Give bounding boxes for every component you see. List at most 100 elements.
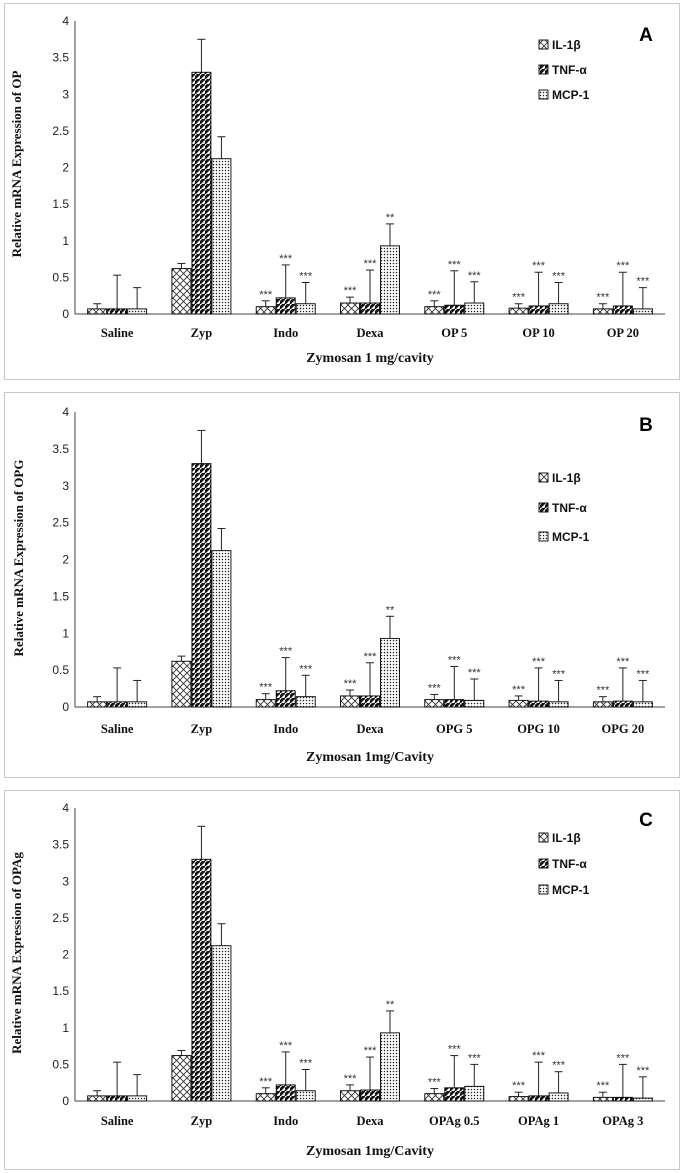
bar bbox=[380, 1032, 400, 1102]
significance-label: *** bbox=[299, 1058, 313, 1070]
y-tick-label: 4 bbox=[62, 14, 69, 28]
y-tick-label: 2 bbox=[62, 161, 69, 175]
bar bbox=[632, 701, 653, 708]
significance-label: *** bbox=[344, 678, 358, 690]
legend-label: TNF-α bbox=[552, 501, 587, 515]
category-label: Zyp bbox=[191, 326, 213, 340]
legend-swatch bbox=[538, 39, 549, 50]
bar bbox=[275, 1084, 296, 1102]
significance-label: *** bbox=[428, 682, 442, 694]
legend-swatch bbox=[538, 531, 549, 542]
legend-label: MCP-1 bbox=[552, 883, 590, 897]
category-label: Indo bbox=[273, 1114, 298, 1128]
bar bbox=[275, 297, 296, 315]
bar bbox=[528, 700, 549, 708]
legend-label: TNF-α bbox=[552, 857, 587, 871]
bar bbox=[360, 302, 380, 315]
bar bbox=[127, 701, 148, 708]
bar bbox=[171, 1055, 192, 1102]
y-tick-label: 2.5 bbox=[52, 124, 69, 138]
significance-label: *** bbox=[364, 258, 378, 270]
y-tick-label: 0 bbox=[62, 700, 69, 714]
significance-label: *** bbox=[616, 656, 630, 668]
y-tick-label: 4 bbox=[62, 801, 69, 815]
bar bbox=[107, 1095, 128, 1102]
bar bbox=[464, 1085, 485, 1102]
significance-label: *** bbox=[468, 1052, 482, 1064]
bar bbox=[612, 305, 633, 315]
legend-swatch bbox=[538, 64, 549, 75]
bar bbox=[548, 1092, 569, 1102]
legend-label: MCP-1 bbox=[552, 88, 590, 102]
significance-label: *** bbox=[532, 1050, 546, 1062]
significance-label: *** bbox=[512, 292, 526, 304]
panel-b: 0 0.5 1 1.5 2 2.5 3 3.5 4 Saline Zyp *** *** *** Indo *… bbox=[4, 392, 680, 778]
bar bbox=[632, 308, 653, 315]
panel-c: 0 0.5 1 1.5 2 2.5 3 3.5 4 Saline Zyp *** *** *** Indo *… bbox=[4, 790, 680, 1170]
category-label: Indo bbox=[273, 326, 298, 340]
y-tick-label: 3 bbox=[62, 479, 69, 493]
bar bbox=[508, 1096, 529, 1102]
bar bbox=[548, 701, 569, 708]
significance-label: *** bbox=[279, 646, 293, 658]
significance-label: *** bbox=[279, 253, 293, 265]
bar bbox=[87, 308, 108, 315]
bar bbox=[295, 1090, 316, 1102]
significance-label: *** bbox=[532, 260, 546, 272]
bar bbox=[528, 1095, 549, 1102]
legend-label: TNF-α bbox=[552, 63, 587, 77]
category-label: OPAg 3 bbox=[602, 1114, 643, 1128]
legend-label: IL-1β bbox=[552, 471, 581, 485]
significance-label: *** bbox=[636, 668, 650, 680]
significance-label: *** bbox=[364, 651, 378, 663]
y-tick-label: 1.5 bbox=[52, 197, 69, 211]
significance-label: *** bbox=[259, 289, 273, 301]
significance-label: *** bbox=[344, 1073, 358, 1085]
bar bbox=[592, 701, 613, 708]
category-label: Saline bbox=[101, 722, 134, 736]
panel-label: C bbox=[639, 810, 653, 831]
category-label: Dexa bbox=[356, 1114, 384, 1128]
category-label: Dexa bbox=[356, 326, 384, 340]
bar bbox=[340, 1090, 360, 1102]
bar bbox=[444, 1087, 465, 1102]
y-tick-label: 3 bbox=[62, 874, 69, 888]
legend-swatch bbox=[538, 858, 549, 869]
bar bbox=[592, 1096, 613, 1102]
bar bbox=[528, 305, 549, 315]
x-axis-title: Zymosan 1mg/Cavity bbox=[306, 750, 434, 765]
y-tick-label: 2.5 bbox=[52, 516, 69, 530]
category-label: Zyp bbox=[191, 722, 213, 736]
y-tick-label: 3.5 bbox=[52, 51, 69, 65]
significance-label: *** bbox=[596, 292, 610, 304]
bar bbox=[360, 695, 380, 708]
panel-label: B bbox=[639, 415, 653, 436]
y-tick-label: 1.5 bbox=[52, 984, 69, 998]
legend-swatch bbox=[538, 472, 549, 483]
significance-label: *** bbox=[512, 1080, 526, 1092]
bar bbox=[548, 303, 569, 315]
legend-swatch bbox=[538, 89, 549, 100]
y-tick-label: 1 bbox=[62, 1021, 69, 1035]
bar bbox=[127, 308, 148, 315]
bar bbox=[360, 1089, 380, 1102]
significance-label: *** bbox=[552, 271, 566, 283]
legend-label: MCP-1 bbox=[552, 530, 590, 544]
bar bbox=[632, 1097, 653, 1102]
bar bbox=[380, 245, 400, 315]
bar bbox=[255, 699, 276, 708]
category-label: OP 20 bbox=[607, 326, 639, 340]
significance-label: *** bbox=[428, 289, 442, 301]
significance-label: *** bbox=[532, 656, 546, 668]
bar bbox=[211, 158, 232, 315]
bar bbox=[612, 1096, 633, 1102]
bar bbox=[127, 1095, 148, 1102]
bar bbox=[107, 308, 128, 315]
significance-label: *** bbox=[448, 654, 462, 666]
bar bbox=[211, 945, 232, 1102]
bar bbox=[380, 637, 400, 708]
bar bbox=[191, 858, 212, 1102]
y-tick-label: 2 bbox=[62, 553, 69, 567]
bar bbox=[444, 699, 465, 708]
significance-label: *** bbox=[299, 663, 313, 675]
